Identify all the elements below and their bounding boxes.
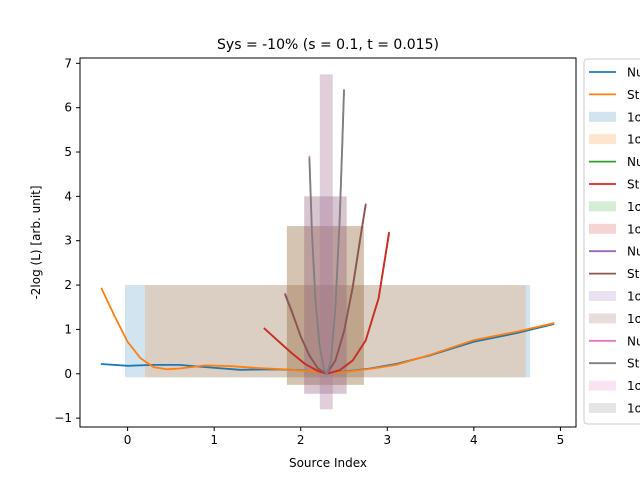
sigma-band-16 xyxy=(319,74,333,410)
sigma-band-15 xyxy=(319,74,333,410)
legend-label: 1σ xyxy=(627,290,640,304)
legend-swatch xyxy=(589,313,616,324)
legend-label: St xyxy=(627,267,640,281)
legend-label: 1σ xyxy=(627,110,640,124)
legend-label: 1σ xyxy=(627,402,640,416)
legend-label: Nu xyxy=(627,245,640,259)
series-line-2 xyxy=(100,287,555,374)
y-tick-label: 2 xyxy=(64,278,72,292)
legend-swatch xyxy=(589,134,616,145)
legend-label: Nu xyxy=(627,155,640,169)
legend-label: 1σ xyxy=(627,379,640,393)
legend-frame xyxy=(583,58,640,425)
y-tick-label: 6 xyxy=(64,101,72,115)
legend-label: Nu xyxy=(627,66,640,80)
sigma-band-8 xyxy=(286,226,364,385)
legend-label: St xyxy=(627,357,640,371)
legend-swatch xyxy=(589,223,616,234)
y-tick-label: 0 xyxy=(64,367,72,381)
legend-swatch xyxy=(589,111,616,122)
legend-label: 1σ xyxy=(627,312,640,326)
plot-frame xyxy=(79,57,577,428)
sigma-band-3 xyxy=(125,285,531,378)
legend-label: St xyxy=(627,88,640,102)
x-tick-label: 4 xyxy=(470,433,478,447)
legend-label: 1σ xyxy=(627,200,640,214)
legend-swatch xyxy=(589,403,616,413)
legend-label: St xyxy=(627,178,640,192)
legend-label: 1σ xyxy=(627,133,640,147)
x-tick-label: 1 xyxy=(210,433,218,447)
x-tick-label: 3 xyxy=(383,433,391,447)
x-tick-label: 0 xyxy=(124,433,132,447)
y-tick-label: −1 xyxy=(54,411,72,425)
series-line-14 xyxy=(308,89,345,375)
y-tick-label: 1 xyxy=(64,322,72,336)
y-tick-label: 3 xyxy=(64,234,72,248)
y-tick-label: 4 xyxy=(64,189,72,203)
y-axis-label: -2log (L) [arb. unit] xyxy=(29,185,43,299)
x-tick-label: 5 xyxy=(557,433,565,447)
legend: Nu St 1σ 1σ Nu St 1σ 1σ Nu St 1σ 1σ Nu St 1σ 1σ xyxy=(583,58,640,425)
legend-label: Nu xyxy=(627,334,640,348)
chart-title: Sys = -10% (s = 0.1, t = 0.015) xyxy=(217,37,439,53)
legend-swatch xyxy=(589,291,616,301)
legend-swatch xyxy=(589,201,616,212)
x-tick-label: 2 xyxy=(297,433,305,447)
legend-swatch xyxy=(589,380,616,391)
y-tick-label: 5 xyxy=(64,145,72,159)
sigma-band-7 xyxy=(286,226,364,385)
x-axis-label: Source Index xyxy=(289,456,367,470)
y-tick-label: 7 xyxy=(64,56,72,70)
legend-label: 1σ xyxy=(627,222,640,236)
